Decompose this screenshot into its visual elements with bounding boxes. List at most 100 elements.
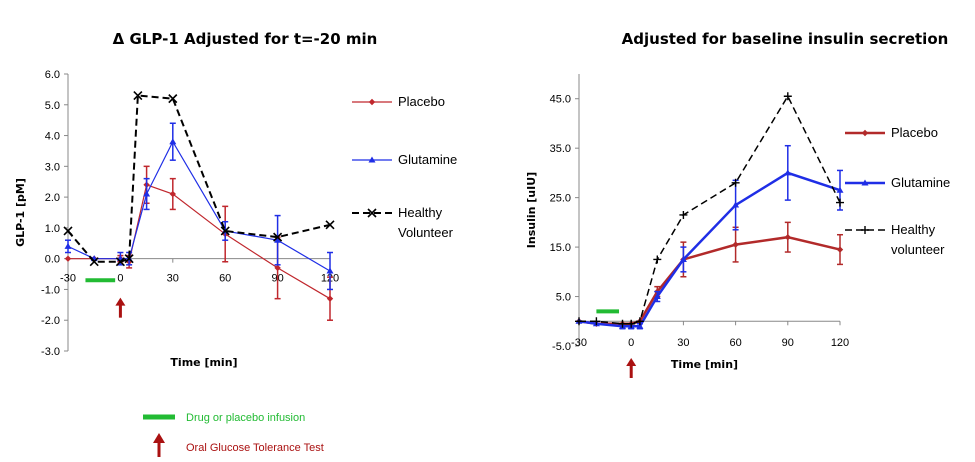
data-point (575, 317, 583, 326)
data-point (64, 242, 72, 249)
y-tick-label: 5.0 (45, 100, 60, 112)
legend-swatch-marker (861, 129, 869, 137)
x-axis-label: Time [min] (170, 356, 237, 369)
legend-label: Healthy (891, 222, 936, 237)
data-point (592, 317, 601, 326)
chart-title: Δ GLP-1 Adjusted for t=-20 min (113, 30, 378, 48)
data-point (169, 138, 177, 145)
legend-label: Glutamine (891, 175, 950, 190)
legend-label: Glutamine (398, 152, 457, 167)
data-point (143, 190, 151, 197)
data-point (653, 255, 662, 264)
x-tick-label: 60 (729, 337, 741, 349)
series-glutamine (575, 144, 844, 330)
data-point (636, 322, 644, 329)
series-line (578, 171, 841, 328)
y-tick-label: 1.0 (45, 223, 60, 235)
data-point (836, 198, 844, 207)
legend-label: Placebo (398, 94, 445, 109)
data-point (89, 257, 99, 267)
y-tick-label: 4.0 (45, 131, 60, 143)
data-point (220, 226, 230, 236)
legend-label-line2: volunteer (891, 242, 945, 257)
legend-swatch-marker (367, 208, 377, 218)
x-tick-label: 0 (628, 337, 634, 349)
data-point (124, 254, 134, 264)
x-axis-label: Time [min] (671, 358, 738, 371)
data-point (731, 178, 740, 187)
x-tick-label: 0 (117, 273, 123, 285)
x-tick-label: 30 (167, 273, 179, 285)
y-axis-label: Insulin [uIU] (525, 172, 538, 248)
data-point (784, 234, 791, 241)
data-point (64, 255, 72, 262)
data-point (679, 255, 687, 262)
data-point (732, 241, 739, 248)
insulin-chart: Adjusted for baseline insulin secretion -… (525, 30, 950, 378)
x-tick-label: -30 (571, 337, 587, 349)
legend-swatch-marker (861, 179, 869, 186)
data-point (326, 267, 334, 274)
x-tick-label: 120 (831, 337, 849, 349)
y-tick-label: 25.0 (550, 193, 571, 205)
series-line (67, 140, 331, 272)
y-tick-label: 2.0 (45, 192, 60, 204)
data-point (618, 319, 627, 328)
data-point (635, 317, 644, 326)
y-axis-label: GLP-1 [pM] (14, 178, 27, 247)
y-tick-label: 0.0 (45, 254, 60, 266)
legend-swatch-marker (368, 98, 376, 106)
ogtt-legend-label: Oral Glucose Tolerance Test (186, 442, 324, 454)
y-tick-label: -3.0 (41, 346, 60, 358)
legend-label: Placebo (891, 125, 938, 140)
series-healthy (575, 92, 844, 328)
x-tick-label: 90 (782, 337, 794, 349)
data-point (783, 92, 792, 101)
data-point (63, 226, 73, 236)
infusion-legend-label: Drug or placebo infusion (186, 412, 305, 424)
data-point (653, 293, 661, 300)
x-tick-label: -30 (60, 273, 76, 285)
y-tick-label: 6.0 (45, 69, 60, 81)
y-tick-label: -2.0 (41, 315, 60, 327)
data-point (326, 295, 334, 302)
ogtt-arrow-head (115, 297, 126, 306)
y-tick-label: 15.0 (550, 242, 571, 254)
x-tick-label: 60 (219, 273, 231, 285)
x-tick-label: 30 (677, 337, 689, 349)
chart-title: Adjusted for baseline insulin secretion (622, 30, 949, 48)
data-point (274, 236, 282, 243)
y-tick-label: -1.0 (41, 284, 60, 296)
legend-swatch-marker (368, 156, 376, 163)
data-point (836, 246, 844, 253)
series-placebo (64, 165, 334, 321)
series-line (67, 94, 331, 263)
glp1-chart: Δ GLP-1 Adjusted for t=-20 min -3.0 -2.0 -1… (14, 30, 457, 369)
data-point (836, 186, 844, 193)
data-point (784, 169, 792, 176)
ogtt-legend-arrow (153, 433, 165, 457)
y-tick-label: 35.0 (550, 143, 571, 155)
data-point (679, 210, 688, 219)
series-healthy (63, 90, 335, 267)
legend-label: Healthy (398, 205, 443, 220)
data-point (133, 90, 143, 101)
series-glutamine (64, 122, 334, 291)
data-point (169, 190, 176, 198)
data-point (627, 319, 636, 328)
y-tick-label: 5.0 (556, 292, 571, 304)
ogtt-arrow-head (626, 358, 637, 366)
data-point (273, 232, 283, 242)
data-point (115, 257, 125, 267)
data-point (274, 264, 281, 272)
data-point (168, 94, 178, 104)
y-tick-label: -5.0 (552, 341, 571, 353)
data-point (732, 201, 740, 208)
legend-label-line2: Volunteer (398, 225, 454, 240)
y-tick-label: 45.0 (550, 94, 571, 106)
legend-swatch-marker (861, 226, 869, 234)
series-line (579, 94, 841, 325)
data-point (325, 220, 335, 230)
y-tick-label: 3.0 (45, 161, 60, 173)
